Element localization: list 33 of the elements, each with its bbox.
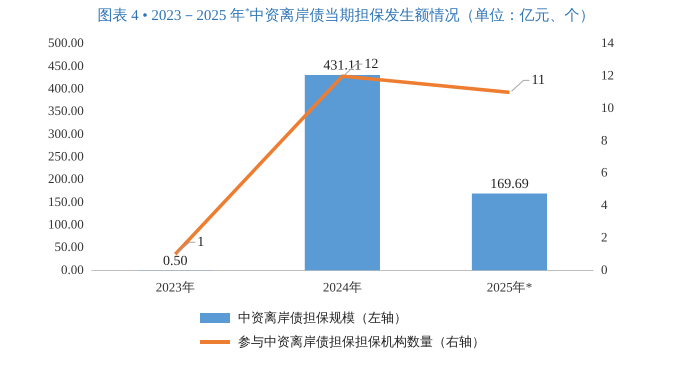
y-tick-label: 400.00: [48, 80, 84, 96]
y-tick-label: 150.00: [48, 194, 84, 209]
y-tick-label: 200.00: [48, 171, 84, 186]
y2-tick-label: 12: [601, 68, 614, 83]
y-tick-label: 500.00: [48, 35, 84, 50]
y-tick-label: 450.00: [48, 58, 84, 73]
x-tick-label: 2023年: [156, 280, 195, 295]
data-label: 431.11: [323, 58, 362, 74]
x-tick-label: 2025年*: [486, 280, 532, 295]
bar: [304, 75, 380, 270]
data-label: 12: [364, 56, 378, 72]
chart-title: 图表 4 • 2023－2025 年$^{*}$中资离岸债当期担保发生额情况（单位：亿元、个）: [96, 6, 596, 26]
y-tick-label: 350.00: [48, 103, 84, 118]
y2-tick-label: 2: [601, 229, 608, 244]
y-tick-label: 50.00: [54, 239, 84, 254]
y2-tick-label: 0: [601, 262, 608, 277]
data-label: 169.69: [490, 177, 529, 192]
legend-label: 参与中资离岸债担保担保机构数量（右轴）: [238, 333, 485, 351]
data-label: 0.50: [163, 254, 188, 269]
y2-tick-label: 10: [601, 100, 614, 115]
y-tick-label: 250.00: [48, 148, 84, 164]
y2-tick-label: 4: [601, 197, 608, 212]
x-tick-label: 2024年: [322, 280, 362, 295]
data-label: 1: [197, 234, 204, 250]
y-tick-label: 0.00: [61, 262, 84, 277]
y2-tick-label: 14: [601, 35, 614, 50]
data-label: 11: [531, 73, 545, 88]
y-tick-label: 300.00: [48, 126, 84, 141]
y2-tick-label: 6: [601, 164, 608, 180]
y2-tick-label: 8: [601, 132, 608, 148]
bar: [472, 193, 548, 270]
legend-label: 中资离岸债担保规模（左轴）: [238, 309, 407, 327]
y-tick-label: 100.00: [48, 216, 84, 232]
